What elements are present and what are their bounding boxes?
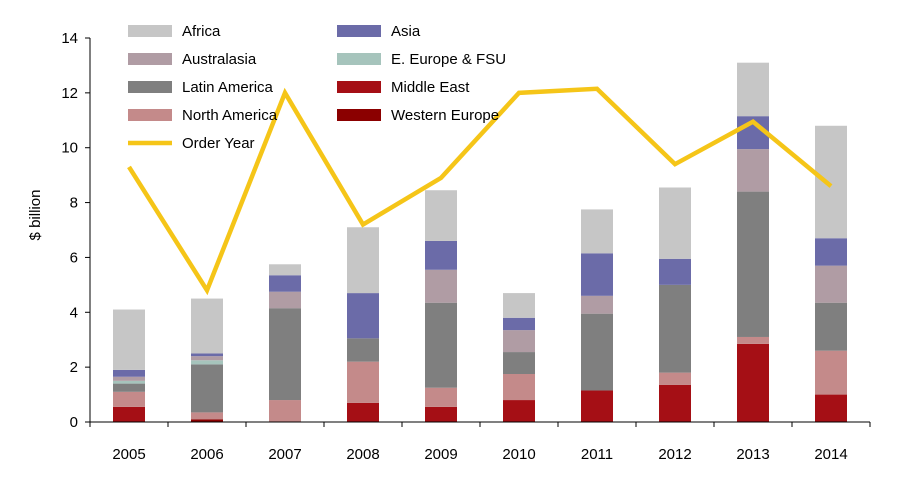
x-tick-label-2013: 2013	[736, 446, 769, 463]
x-tick-label-2006: 2006	[190, 446, 223, 463]
bar-north-america-2008	[347, 362, 379, 403]
bar-latin-america-2009	[425, 303, 457, 388]
bar-australasia-2010	[503, 330, 535, 352]
bar-e-europe-fsu-2006	[191, 360, 223, 364]
bar-africa-2011	[581, 209, 613, 253]
bar-africa-2013	[737, 63, 769, 116]
bar-north-america-2006	[191, 412, 223, 419]
bar-africa-2010	[503, 293, 535, 318]
bar-middle-east-2011	[581, 390, 613, 422]
bar-asia-2007	[269, 275, 301, 291]
legend-label-middle-east: Middle East	[391, 79, 470, 96]
x-tick-label-2010: 2010	[502, 446, 535, 463]
bar-latin-america-2012	[659, 285, 691, 373]
x-tick-label-2014: 2014	[814, 446, 847, 463]
bar-north-america-2007	[269, 400, 301, 422]
bar-latin-america-2005	[113, 384, 145, 392]
bar-middle-east-2008	[347, 403, 379, 422]
bar-australasia-2009	[425, 270, 457, 303]
legend-label-e-europe-fsu: E. Europe & FSU	[391, 51, 506, 68]
bar-north-america-2013	[737, 337, 769, 344]
bar-north-america-2014	[815, 351, 847, 395]
bar-asia-2014	[815, 238, 847, 265]
y-tick-label-4: 4	[70, 304, 78, 321]
bar-e-europe-fsu-2005	[113, 381, 145, 384]
bar-africa-2014	[815, 126, 847, 238]
bar-asia-2005	[113, 370, 145, 377]
bar-middle-east-2012	[659, 385, 691, 422]
bar-africa-2006	[191, 299, 223, 354]
legend-swatch-latin-america	[128, 81, 172, 93]
bar-asia-2008	[347, 293, 379, 338]
y-tick-label-2: 2	[70, 359, 78, 376]
legend-swatch-africa	[128, 25, 172, 37]
legend-label-asia: Asia	[391, 23, 421, 40]
legend-label-north-america: North America	[182, 107, 278, 124]
legend-label-australasia: Australasia	[182, 51, 257, 68]
legend-swatch-north-america	[128, 109, 172, 121]
y-tick-label-8: 8	[70, 195, 78, 212]
legend-label-africa: Africa	[182, 23, 221, 40]
bar-africa-2008	[347, 227, 379, 293]
y-tick-label-12: 12	[61, 85, 78, 102]
bar-asia-2011	[581, 253, 613, 296]
legend-swatch-middle-east	[337, 81, 381, 93]
x-tick-label-2009: 2009	[424, 446, 457, 463]
bar-middle-east-2014	[815, 395, 847, 422]
legend-label-western-europe: Western Europe	[391, 107, 499, 124]
bar-latin-america-2014	[815, 303, 847, 351]
bar-middle-east-2009	[425, 407, 457, 422]
bar-north-america-2009	[425, 388, 457, 407]
bar-africa-2007	[269, 264, 301, 275]
bar-middle-east-2005	[113, 407, 145, 422]
x-tick-label-2011: 2011	[581, 446, 613, 463]
y-tick-label-0: 0	[70, 414, 78, 431]
x-tick-label-2005: 2005	[112, 446, 145, 463]
bar-middle-east-2013	[737, 344, 769, 422]
y-tick-label-14: 14	[61, 30, 78, 47]
x-tick-label-2012: 2012	[658, 446, 691, 463]
bar-latin-america-2007	[269, 308, 301, 400]
legend-swatch-e-europe-fsu	[337, 53, 381, 65]
bar-australasia-2011	[581, 296, 613, 314]
legend-label-latin-america: Latin America	[182, 79, 274, 96]
bar-asia-2010	[503, 318, 535, 330]
bar-australasia-2014	[815, 266, 847, 303]
bar-australasia-2005	[113, 377, 145, 381]
legend-swatch-asia	[337, 25, 381, 37]
legend: Africa Asia Australasia E. Europe & FSU Lati…	[128, 23, 506, 152]
bar-asia-2006	[191, 353, 223, 356]
legend-label-order-year: Order Year	[182, 135, 255, 152]
bar-asia-2012	[659, 259, 691, 285]
bar-australasia-2013	[737, 149, 769, 192]
bar-latin-america-2006	[191, 364, 223, 412]
bar-latin-america-2008	[347, 338, 379, 361]
bar-africa-2005	[113, 310, 145, 370]
legend-swatch-western-europe	[337, 109, 381, 121]
y-tick-label-6: 6	[70, 249, 78, 266]
bar-north-america-2010	[503, 374, 535, 400]
bar-latin-america-2011	[581, 314, 613, 391]
x-tick-label-2007: 2007	[268, 446, 301, 463]
bar-north-america-2012	[659, 373, 691, 385]
y-axis-label: $ billion	[27, 190, 44, 241]
y-tick-label-10: 10	[61, 140, 78, 157]
bar-middle-east-2010	[503, 400, 535, 422]
x-tick-label-2008: 2008	[346, 446, 379, 463]
bar-latin-america-2013	[737, 192, 769, 337]
legend-swatch-australasia	[128, 53, 172, 65]
bar-africa-2012	[659, 187, 691, 258]
bar-australasia-2007	[269, 292, 301, 308]
bar-australasia-2006	[191, 356, 223, 360]
bar-asia-2009	[425, 241, 457, 270]
bar-north-america-2005	[113, 392, 145, 407]
bar-latin-america-2010	[503, 352, 535, 374]
bar-africa-2009	[425, 190, 457, 241]
